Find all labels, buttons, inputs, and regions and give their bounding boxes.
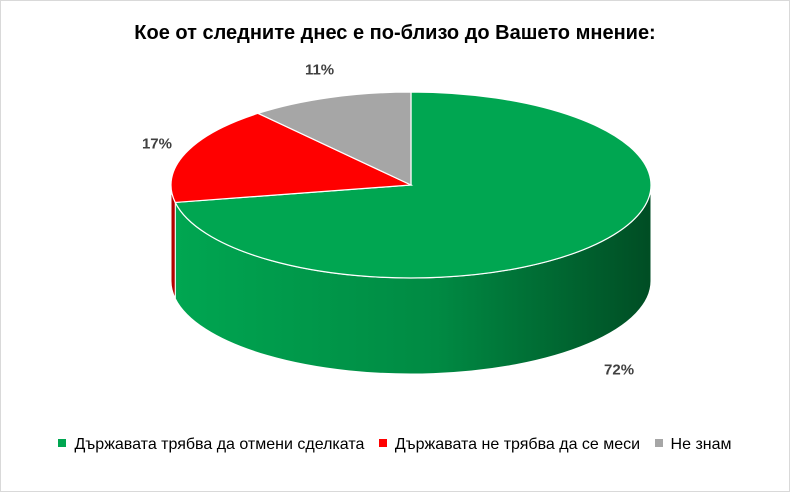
legend-item-no-interference: Държавата не трябва да се меси (378, 436, 641, 454)
pie-slice-dont-know (256, 91, 412, 186)
legend-swatch-red (378, 439, 387, 447)
legend-label: Държавата трябва да отмени сделката (74, 436, 365, 453)
data-label-no-interference: 17% (142, 135, 172, 152)
data-label-cancel-deal: 72% (604, 361, 634, 378)
legend-label: Не знам (670, 436, 732, 453)
legend-label: Държавата не трябва да се меси (394, 436, 641, 453)
legend: Държавата трябва да отмени сделката Държ… (0, 436, 790, 454)
chart-title: Кое от следните днес е по-близо до Вашет… (134, 22, 656, 44)
data-label-dont-know: 11% (305, 61, 334, 78)
pie-slice-no-interference (170, 112, 414, 204)
legend-swatch-green (58, 439, 67, 447)
legend-item-dont-know: Не знам (654, 436, 732, 454)
pie-top-group (170, 91, 652, 279)
pie-slice-cancel-deal (174, 91, 652, 279)
legend-item-cancel-deal: Държавата трябва да отмени сделката (58, 436, 364, 454)
legend-swatch-gray (654, 439, 663, 447)
data-label-group: 72% 17% 11% (142, 61, 634, 378)
